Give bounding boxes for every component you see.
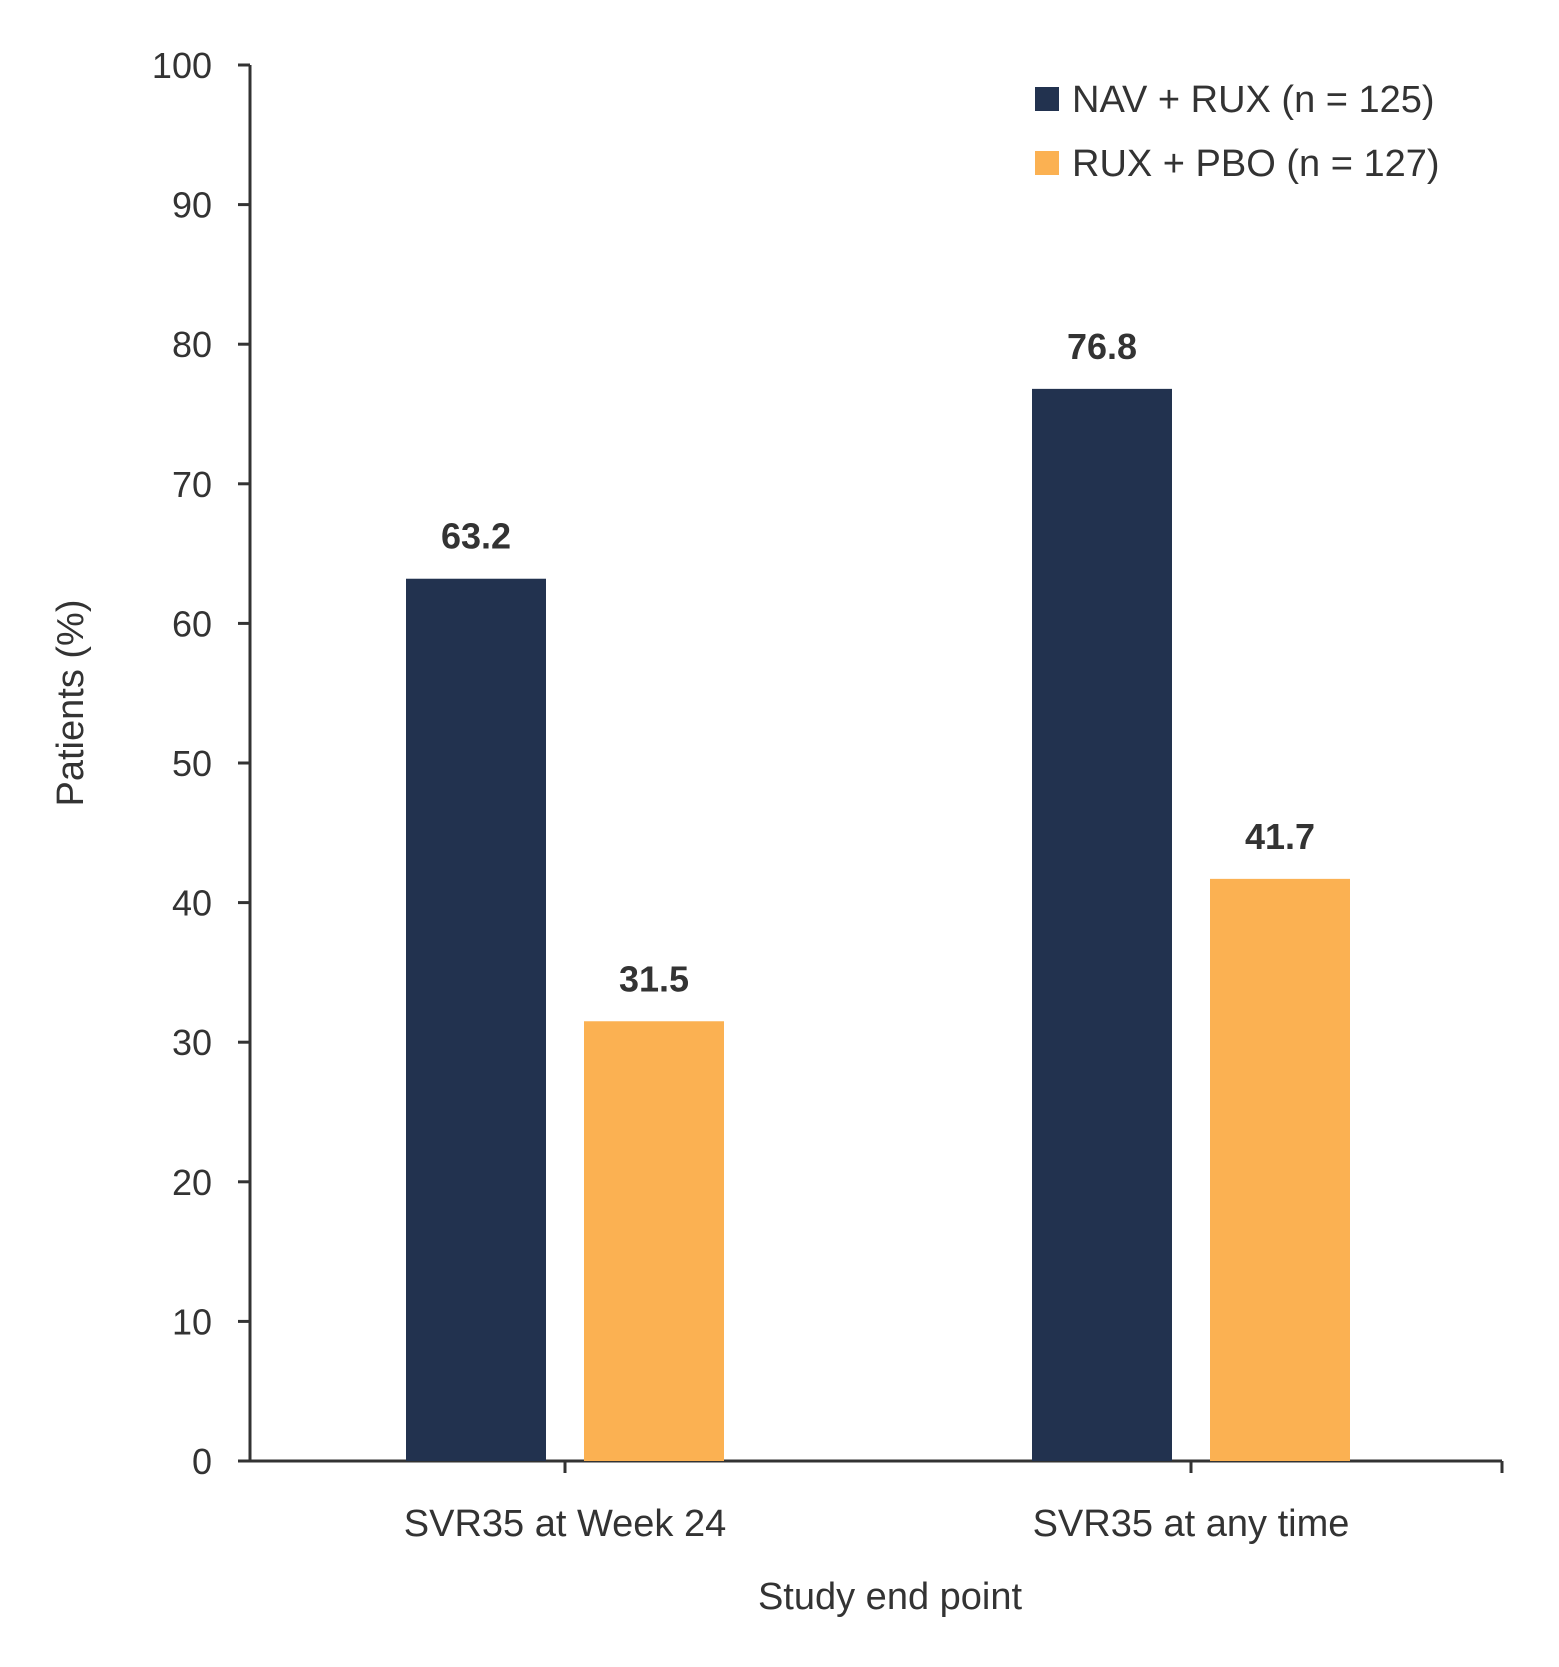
bar-value-label: 31.5 — [619, 958, 689, 999]
y-tick-label: 40 — [172, 883, 212, 924]
y-tick-label: 80 — [172, 324, 212, 365]
y-tick-label: 70 — [172, 464, 212, 505]
y-tick-label: 90 — [172, 185, 212, 226]
y-tick-label: 60 — [172, 603, 212, 644]
x-category-label: SVR35 at Week 24 — [404, 1503, 726, 1545]
y-tick-label: 0 — [192, 1441, 212, 1482]
bar — [406, 578, 546, 1461]
y-axis: 0 10 20 30 40 50 60 70 80 90 100 — [152, 45, 252, 1482]
legend-swatch — [1035, 87, 1059, 111]
y-axis-title: Patients (%) — [50, 600, 92, 807]
data-labels: 63.2 31.5 76.8 41.7 — [441, 326, 1315, 999]
y-tick-label: 50 — [172, 743, 212, 784]
legend-label: RUX + PBO (n = 127) — [1072, 143, 1440, 185]
x-axis: SVR35 at Week 24 SVR35 at any time — [238, 1459, 1504, 1545]
bar — [1210, 878, 1350, 1461]
legend-swatch — [1035, 151, 1059, 175]
bar — [1032, 388, 1172, 1461]
bar — [584, 1021, 724, 1461]
y-tick-label: 10 — [172, 1301, 212, 1342]
y-tick-label: 20 — [172, 1162, 212, 1203]
y-tick-label: 100 — [152, 45, 212, 86]
x-category-label: SVR35 at any time — [1033, 1503, 1350, 1545]
x-axis-title: Study end point — [758, 1576, 1023, 1618]
legend: NAV + RUX (n = 125) RUX + PBO (n = 127) — [1035, 79, 1440, 185]
bar-value-label: 76.8 — [1067, 326, 1137, 367]
bar-value-label: 41.7 — [1245, 816, 1315, 857]
bars — [406, 388, 1350, 1461]
y-tick-label: 30 — [172, 1022, 212, 1063]
bar-value-label: 63.2 — [441, 516, 511, 557]
legend-label: NAV + RUX (n = 125) — [1072, 79, 1435, 121]
